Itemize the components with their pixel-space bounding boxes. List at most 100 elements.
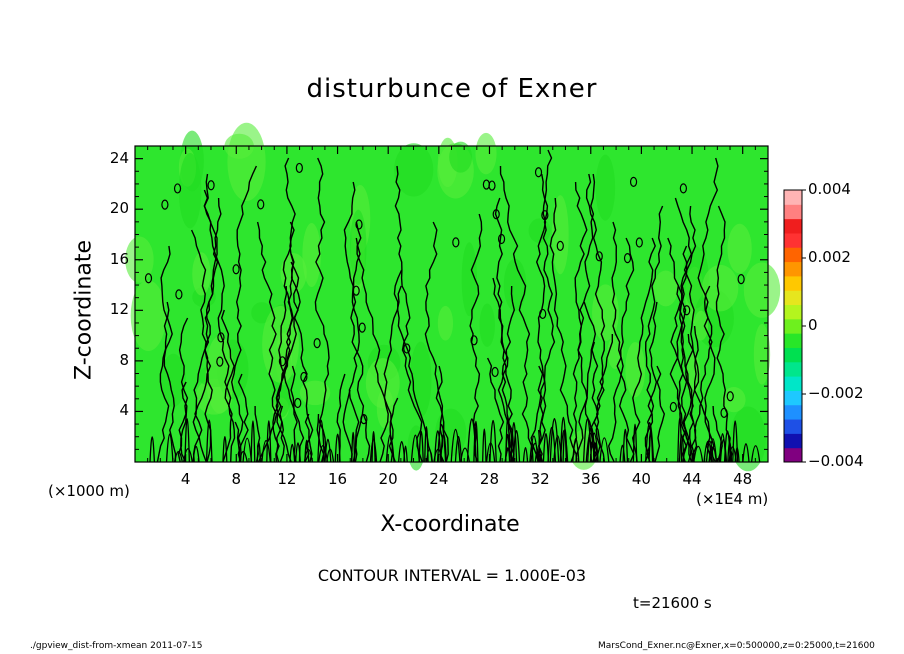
colorbar-segment <box>784 275 802 291</box>
contour-spike <box>547 426 557 463</box>
contour-loop <box>726 391 734 402</box>
contour-loop <box>679 183 687 194</box>
contour-spike <box>619 444 626 463</box>
contour-line <box>593 334 613 463</box>
contour-line <box>669 285 693 463</box>
contour-spike <box>266 420 272 463</box>
footer-source-label: MarsCond_Exner.nc@Exner,x=0:500000,z=0:2… <box>598 641 875 651</box>
contour-spike <box>351 432 356 463</box>
contour-loop <box>300 371 308 383</box>
contour-loop <box>737 273 745 285</box>
y-tick-label: 20 <box>109 199 129 218</box>
contour-line <box>549 197 578 463</box>
field-patch <box>592 284 619 341</box>
x-tick-label: 28 <box>479 470 500 488</box>
contour-interval-label: CONTOUR INTERVAL = 1.000E-03 <box>317 566 587 585</box>
field-patch <box>160 353 186 407</box>
contour-spike <box>481 428 487 463</box>
y-tick-label: 12 <box>109 300 129 319</box>
field-patch <box>479 303 495 347</box>
contour-loop <box>635 237 643 248</box>
contour-line <box>631 237 656 463</box>
contour-spike <box>256 441 262 463</box>
y-tick-label: 4 <box>119 401 129 420</box>
colorbar-segment <box>784 404 802 420</box>
contour-loop <box>161 199 169 210</box>
contour-spike <box>512 429 521 463</box>
contour-line <box>530 173 556 463</box>
field-patch <box>625 342 646 398</box>
colorbar-segment <box>784 261 802 277</box>
x-axis-label: X-coordinate <box>380 512 520 537</box>
contour-loop <box>217 332 225 343</box>
contour-spike <box>261 439 271 463</box>
field-patch <box>376 388 394 429</box>
field-patch <box>205 335 235 414</box>
contour-spike <box>599 437 610 463</box>
contour-spike <box>510 422 518 463</box>
colorbar-segment <box>784 232 802 248</box>
contour-line <box>177 317 189 463</box>
x-tick-label: 12 <box>277 470 297 488</box>
colorbar-segment <box>784 447 802 463</box>
contour-line <box>678 245 690 463</box>
contour-loop <box>623 253 632 264</box>
contour-loop <box>295 162 303 174</box>
field-patch <box>437 305 454 341</box>
field-patch <box>280 253 307 293</box>
contour-line <box>314 157 330 463</box>
contour-spike <box>250 420 256 463</box>
y-tick-label: 8 <box>119 350 129 369</box>
field-patch <box>595 154 616 221</box>
contour-spike <box>369 438 378 463</box>
contour-line <box>607 221 624 463</box>
contour-line <box>279 405 292 463</box>
colorbar-segment <box>784 376 802 391</box>
contour-spike <box>324 438 332 463</box>
contour-spike <box>426 448 433 463</box>
field-patch <box>178 153 202 229</box>
field-patch <box>192 252 211 296</box>
contour-spike <box>318 444 329 463</box>
contour-line <box>535 149 553 463</box>
contour-spike <box>450 428 461 463</box>
contour-line <box>577 173 597 463</box>
colorbar-label: 0 <box>808 316 818 334</box>
field-patch <box>227 122 266 201</box>
contour-spike <box>149 436 156 463</box>
contour-line <box>570 181 588 463</box>
contour-spike <box>489 420 497 463</box>
x-tick-label: 24 <box>429 470 449 488</box>
field-patch <box>727 223 752 274</box>
contour-loop <box>595 251 603 262</box>
contour-line <box>389 397 399 463</box>
contour-line <box>160 245 177 463</box>
colorbar-segment <box>784 419 802 434</box>
contour-loop <box>278 356 286 367</box>
contour-spike <box>703 440 713 463</box>
contour-line <box>616 237 635 463</box>
contour-spike <box>719 438 728 463</box>
colorbar-segment <box>784 347 802 363</box>
colorbar-segment <box>784 304 802 320</box>
contour-spike <box>677 417 683 463</box>
contour-spike <box>632 423 638 463</box>
contour-line <box>393 269 433 463</box>
contour-spike <box>222 436 228 463</box>
y-axis-label: Z-coordinate <box>71 240 97 380</box>
contour-line <box>220 309 236 463</box>
contour-spike <box>693 445 704 463</box>
contour-line <box>383 285 402 463</box>
contour-loop <box>257 199 265 210</box>
colorbar-label: 0.004 <box>808 180 851 198</box>
contour-loop <box>720 407 728 418</box>
contour-spike <box>742 443 750 463</box>
contour-spike <box>589 432 599 463</box>
contour-line <box>674 197 713 463</box>
contour-spike <box>727 441 733 463</box>
contour-spike <box>326 448 335 463</box>
y-tick-label: 24 <box>109 148 129 167</box>
contour-line <box>343 181 360 463</box>
contour-spike <box>418 430 424 463</box>
field-patch <box>653 270 678 307</box>
